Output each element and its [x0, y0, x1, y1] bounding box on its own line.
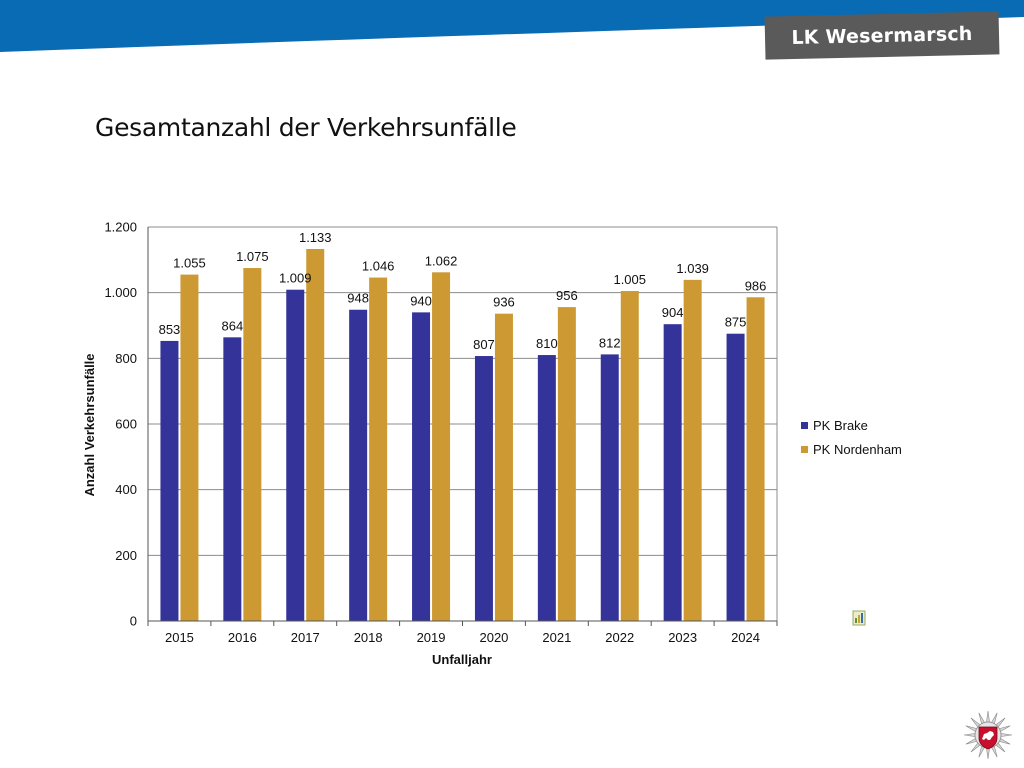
data-labels: 853 1.055 864 1.075 1.009 1.133 948 1.046 940 1.0… — [159, 230, 767, 352]
page-title: Gesamtanzahl der Verkehrsunfälle — [95, 113, 517, 142]
bar-pk-brake — [663, 324, 682, 621]
x-tick-label: 2022 — [605, 630, 634, 645]
data-label: 1.075 — [236, 249, 269, 264]
legend-swatch-pk-nordenham — [801, 445, 808, 453]
data-label: 1.055 — [173, 256, 206, 271]
axes: 0 200 400 600 800 1.000 1.200 2015 2016 2017 2018 2… — [104, 220, 778, 645]
header-band-shape — [0, 0, 1024, 52]
y-tick-label: 1.200 — [104, 220, 137, 235]
bar-pk-nordenham — [620, 291, 639, 621]
x-tick-label: 2020 — [479, 630, 508, 645]
bar-pk-nordenham — [369, 277, 388, 621]
legend-item-pk-nordenham: PK Nordenham — [801, 437, 902, 461]
x-tick-label: 2024 — [731, 630, 760, 645]
y-tick-label: 800 — [115, 351, 137, 366]
bar-pk-nordenham — [180, 274, 199, 621]
data-label: 1.062 — [425, 253, 458, 268]
legend-label-pk-nordenham: PK Nordenham — [813, 441, 902, 457]
y-axis-title: Anzahl Verkehrsunfälle — [82, 353, 97, 496]
chart-data-icon — [852, 610, 866, 626]
bar-pk-brake — [160, 340, 179, 621]
data-label: 1.005 — [613, 272, 646, 287]
data-label: 812 — [599, 335, 621, 350]
data-label: 936 — [493, 295, 515, 310]
police-star-emblem-icon — [963, 710, 1013, 760]
data-label: 1.046 — [362, 259, 395, 274]
x-tick-label: 2019 — [417, 630, 446, 645]
legend-label-pk-brake: PK Brake — [813, 417, 868, 433]
bar-pk-brake — [286, 289, 305, 621]
data-label: 1.039 — [676, 261, 709, 276]
data-label: 948 — [347, 291, 369, 306]
x-tick-label: 2018 — [354, 630, 383, 645]
gridlines — [148, 226, 778, 622]
data-label: 864 — [221, 318, 243, 333]
header-band — [0, 0, 1024, 52]
data-label: 810 — [536, 336, 558, 351]
bar-pk-brake — [726, 333, 745, 621]
bar-pk-nordenham — [557, 307, 576, 621]
bar-pk-nordenham — [746, 297, 765, 621]
data-label: 986 — [745, 278, 767, 293]
x-tick-label: 2016 — [228, 630, 257, 645]
bar-pk-nordenham — [306, 248, 325, 621]
bar-pk-brake — [537, 355, 556, 621]
data-label: 956 — [556, 288, 578, 303]
bar-pk-brake — [412, 312, 431, 621]
bar-pk-nordenham — [243, 268, 262, 621]
x-tick-label: 2021 — [542, 630, 571, 645]
x-tick-label: 2017 — [291, 630, 320, 645]
y-tick-label: 200 — [115, 548, 137, 563]
bar-pk-brake — [223, 337, 242, 621]
y-tick-label: 0 — [130, 614, 137, 629]
data-label: 940 — [410, 293, 432, 308]
bar-pk-brake — [600, 354, 619, 621]
y-tick-label: 600 — [115, 417, 137, 432]
bar-pk-nordenham — [494, 313, 513, 621]
bar-pk-nordenham — [683, 279, 702, 621]
data-label: 875 — [725, 315, 747, 330]
y-tick-label: 400 — [115, 482, 137, 497]
data-label: 853 — [159, 322, 181, 337]
legend-item-pk-brake: PK Brake — [801, 413, 902, 437]
chart-legend: PK Brake PK Nordenham — [801, 413, 902, 461]
legend-swatch-pk-brake — [801, 421, 808, 429]
data-label: 807 — [473, 337, 495, 352]
data-label: 1.009 — [279, 271, 312, 286]
x-tick-label: 2015 — [165, 630, 194, 645]
x-axis-title: Unfalljahr — [432, 652, 492, 667]
x-tick-label: 2023 — [668, 630, 697, 645]
bar-pk-brake — [349, 309, 368, 621]
y-tick-label: 1.000 — [104, 285, 137, 300]
bars — [160, 248, 765, 621]
bar-pk-brake — [474, 356, 493, 621]
bar-pk-nordenham — [432, 272, 451, 621]
data-label: 904 — [662, 305, 684, 320]
data-label: 1.133 — [299, 230, 332, 245]
